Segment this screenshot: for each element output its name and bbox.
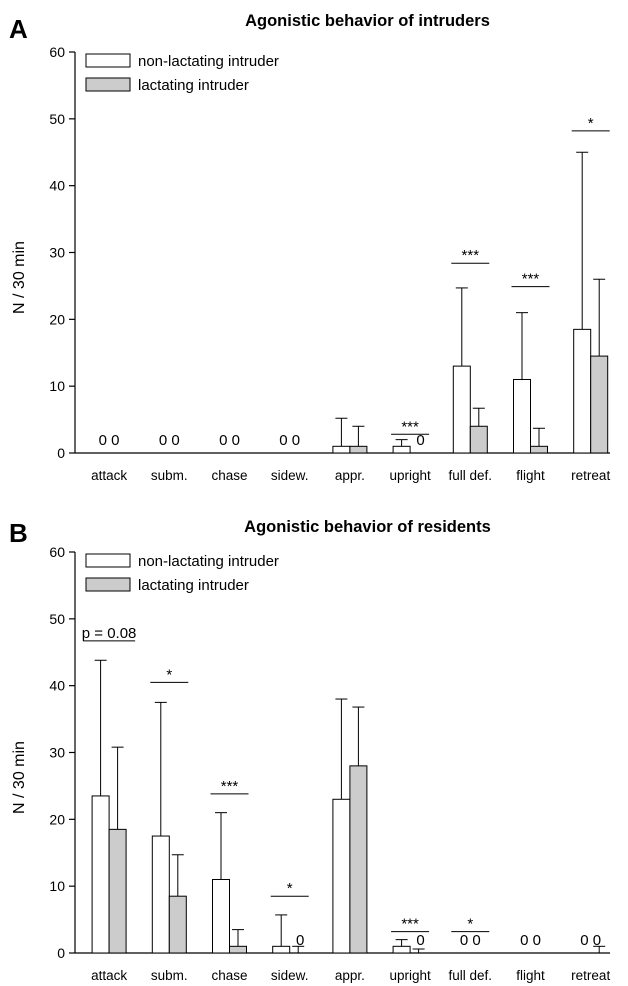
zero-label: 0 0 xyxy=(580,932,601,949)
legend-label: lactating intruder xyxy=(138,577,249,594)
y-axis-title: N / 30 min xyxy=(11,741,28,814)
x-category-label: attack xyxy=(91,468,127,483)
x-category-label: chase xyxy=(211,968,247,983)
x-category-label: subm. xyxy=(151,968,188,983)
x-category-label: flight xyxy=(516,468,545,483)
x-category-label: sidew. xyxy=(271,468,309,483)
x-category-label: appr. xyxy=(335,968,365,983)
bar-lactating xyxy=(349,445,368,454)
bar-non-lactating xyxy=(212,878,230,954)
bar-non-lactating xyxy=(392,445,411,454)
bar-non-lactating xyxy=(332,798,351,954)
y-tick-label: 30 xyxy=(49,245,65,261)
bar-lactating xyxy=(168,895,187,954)
y-axis-title: N / 30 min xyxy=(11,241,28,314)
zero-label: 0 xyxy=(296,932,304,949)
y-tick-label: 0 xyxy=(57,945,65,961)
y-tick-label: 50 xyxy=(49,611,65,627)
zero-label: 0 0 xyxy=(460,932,481,949)
legend-swatch xyxy=(85,553,131,568)
x-category-label: sidew. xyxy=(271,968,309,983)
y-tick-label: 60 xyxy=(49,44,65,60)
panel-letter: B xyxy=(9,518,28,548)
significance-label: *** xyxy=(522,271,540,288)
zero-label: 0 0 xyxy=(99,432,120,449)
bar-lactating xyxy=(108,828,127,954)
significance-label: * xyxy=(588,115,594,132)
significance-label: p = 0.08 xyxy=(82,625,137,642)
legend-label: lactating intruder xyxy=(138,77,249,94)
x-category-label: retreat xyxy=(571,968,610,983)
bar-lactating xyxy=(530,445,548,454)
y-tick-label: 30 xyxy=(49,745,65,761)
zero-label: 0 0 xyxy=(279,432,300,449)
bar-non-lactating xyxy=(573,328,592,454)
y-tick-label: 20 xyxy=(49,811,65,827)
significance-label: * xyxy=(166,666,172,683)
chart-title: Agonistic behavior of residents xyxy=(244,518,491,536)
zero-label: 0 0 xyxy=(219,432,240,449)
legend-swatch xyxy=(85,77,131,92)
x-category-label: chase xyxy=(211,468,247,483)
significance-label: *** xyxy=(401,418,419,435)
y-tick-label: 0 xyxy=(57,445,65,461)
y-tick-label: 10 xyxy=(49,378,65,394)
bar-non-lactating xyxy=(272,945,291,954)
chart-title: Agonistic behavior of intruders xyxy=(245,12,490,30)
zero-label: 0 xyxy=(416,932,424,949)
y-tick-label: 10 xyxy=(49,878,65,894)
x-category-label: appr. xyxy=(335,468,365,483)
zero-label: 0 xyxy=(416,432,424,449)
bar-lactating xyxy=(349,765,368,954)
significance-label: * xyxy=(287,880,293,897)
x-category-label: retreat xyxy=(571,468,610,483)
y-tick-label: 20 xyxy=(49,311,65,327)
x-category-label: full def. xyxy=(449,968,493,983)
bar-non-lactating xyxy=(151,835,170,954)
bar-non-lactating xyxy=(332,445,351,454)
bar-non-lactating xyxy=(392,945,411,954)
y-tick-label: 60 xyxy=(49,544,65,560)
y-tick-label: 40 xyxy=(49,178,65,194)
x-category-label: full def. xyxy=(449,468,493,483)
x-category-label: upright xyxy=(389,968,431,983)
significance-label: * xyxy=(467,916,473,933)
legend-swatch xyxy=(85,53,131,68)
bar-non-lactating xyxy=(452,365,471,454)
significance-label: *** xyxy=(221,778,239,795)
bar-non-lactating xyxy=(513,378,531,454)
zero-label: 0 0 xyxy=(159,432,180,449)
bar-lactating xyxy=(469,425,488,454)
bar-non-lactating xyxy=(91,795,110,954)
y-tick-label: 50 xyxy=(49,111,65,127)
bar-lactating xyxy=(590,355,609,454)
significance-label: *** xyxy=(462,247,480,264)
panel-letter: A xyxy=(9,14,28,44)
x-category-label: attack xyxy=(91,968,127,983)
legend-swatch xyxy=(85,577,131,592)
x-category-label: upright xyxy=(389,468,431,483)
x-category-label: subm. xyxy=(151,468,188,483)
legend-label: non-lactating intruder xyxy=(138,553,279,570)
legend-label: non-lactating intruder xyxy=(138,53,279,70)
chart-panel-b: B Agonistic behavior of residents 0 10 20 30 4… xyxy=(9,518,610,983)
zero-label: 0 0 xyxy=(520,932,541,949)
y-tick-label: 40 xyxy=(49,678,65,694)
chart-panel-a: A Agonistic behavior of intruders 0 10 20 30 4… xyxy=(9,12,610,483)
significance-label: *** xyxy=(401,916,419,933)
x-category-label: flight xyxy=(516,968,545,983)
bar-lactating xyxy=(229,945,247,954)
